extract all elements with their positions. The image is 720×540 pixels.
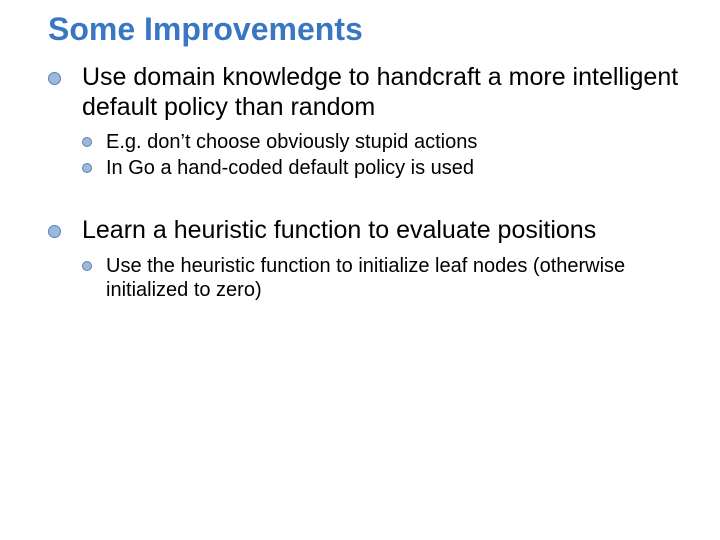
list-item: In Go a hand-coded default policy is use…: [82, 156, 680, 180]
bullet-list-lvl2: E.g. don’t choose obviously stupid actio…: [82, 130, 680, 180]
circle-bullet-icon: [48, 225, 61, 238]
list-item: E.g. don’t choose obviously stupid actio…: [82, 130, 680, 154]
circle-bullet-icon: [82, 163, 92, 173]
list-item-text: Learn a heuristic function to evaluate p…: [82, 216, 596, 244]
list-item-text: In Go a hand-coded default policy is use…: [106, 157, 474, 179]
list-item-text: E.g. don’t choose obviously stupid actio…: [106, 131, 477, 153]
circle-bullet-icon: [48, 72, 61, 85]
list-item: Learn a heuristic function to evaluate p…: [48, 216, 680, 302]
slide: Some Improvements Use domain knowledge t…: [0, 0, 720, 540]
circle-bullet-icon: [82, 137, 92, 147]
list-item-text: Use domain knowledge to handcraft a more…: [82, 63, 678, 121]
section-gap: [48, 188, 680, 216]
bullet-list-lvl1: Use domain knowledge to handcraft a more…: [48, 63, 680, 302]
list-item: Use the heuristic function to initialize…: [82, 254, 680, 302]
circle-bullet-icon: [82, 261, 92, 271]
bullet-list-lvl2: Use the heuristic function to initialize…: [82, 254, 680, 302]
list-item-text: Use the heuristic function to initialize…: [106, 255, 625, 301]
list-item: Use domain knowledge to handcraft a more…: [48, 63, 680, 180]
slide-title: Some Improvements: [48, 12, 680, 47]
